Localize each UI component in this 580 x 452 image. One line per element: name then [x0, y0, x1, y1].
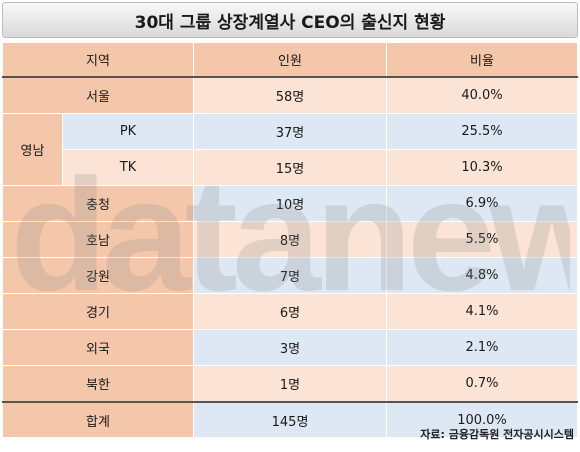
region-cell: 외국	[1, 329, 195, 366]
table-row: 호남 8명 5.5%	[1, 221, 579, 258]
table-row: 경기 6명 4.1%	[1, 293, 579, 330]
table-row: 서울 58명 40.0%	[1, 76, 579, 114]
region-group-cell: 영남	[2, 113, 63, 186]
table-row: 북한 1명 0.7%	[1, 365, 579, 403]
table-row: 충청 10명 6.9%	[1, 185, 579, 222]
count-cell: 8명	[193, 221, 388, 258]
total-label-cell: 합계	[1, 401, 195, 438]
ratio-cell: 6.9%	[386, 185, 579, 222]
header-count: 인원	[193, 42, 388, 78]
region-cell: 서울	[1, 76, 195, 114]
table-total-row: 합계 145명 100.0%	[1, 401, 579, 438]
total-ratio-cell: 100.0%	[386, 401, 579, 438]
count-cell: 58명	[193, 76, 388, 114]
source-note: 자료: 금융감독원 전자공시시스템	[420, 428, 574, 441]
count-cell: 15명	[193, 149, 388, 186]
count-cell: 3명	[193, 329, 388, 366]
ratio-cell: 40.0%	[386, 76, 579, 114]
ratio-cell: 4.8%	[386, 257, 579, 294]
region-cell: 충청	[1, 185, 195, 222]
count-cell: 6명	[193, 293, 388, 330]
count-cell: 37명	[193, 113, 388, 150]
header-region: 지역	[1, 42, 195, 78]
ratio-cell: 25.5%	[386, 113, 579, 150]
table-row: TK 15명 10.3%	[3, 149, 579, 186]
header-ratio: 비율	[386, 42, 579, 78]
ratio-cell: 2.1%	[386, 329, 579, 366]
count-cell: 10명	[193, 185, 388, 222]
table-title: 30대 그룹 상장계열사 CEO의 출신지 현황	[2, 2, 578, 38]
count-cell: 1명	[193, 365, 388, 403]
total-count-cell: 145명	[193, 401, 388, 438]
subregion-cell: PK	[61, 113, 195, 150]
table-header-row: 지역 인원 비율	[1, 42, 579, 78]
ratio-cell: 4.1%	[386, 293, 579, 330]
region-cell: 강원	[1, 257, 195, 294]
table-row: 강원 7명 4.8%	[1, 257, 579, 294]
table-row: 영남 PK 37명 25.5%	[2, 113, 579, 186]
table-row: 외국 3명 2.1%	[1, 329, 579, 366]
ceo-origin-table: 지역 인원 비율 서울 58명 40.0% 영남 PK 37명 25.5% TK…	[1, 42, 579, 438]
region-cell: 호남	[1, 221, 195, 258]
count-cell: 7명	[193, 257, 388, 294]
subregion-cell: TK	[61, 149, 195, 186]
ratio-cell: 5.5%	[386, 221, 579, 258]
ratio-cell: 10.3%	[386, 149, 579, 186]
ratio-cell: 0.7%	[386, 365, 579, 403]
region-cell: 북한	[1, 365, 195, 403]
region-cell: 경기	[1, 293, 195, 330]
